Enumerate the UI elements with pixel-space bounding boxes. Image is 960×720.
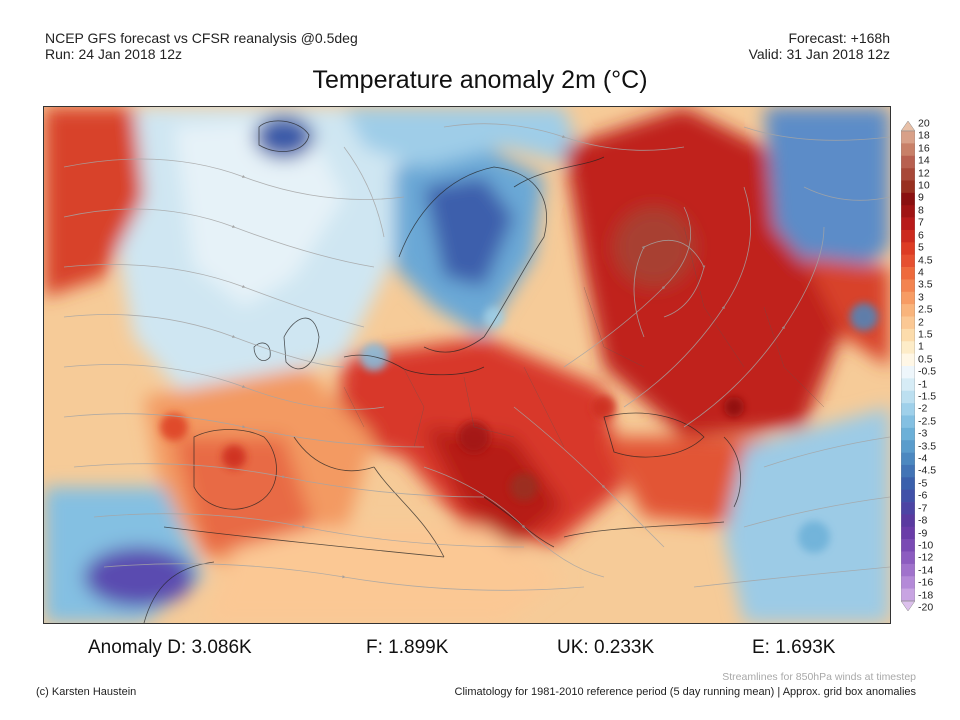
colorbar-label: 1 — [918, 340, 924, 353]
colorbar-swatch — [901, 477, 915, 490]
colorbar-label: -2.5 — [918, 415, 937, 428]
valid-date: Valid: 31 Jan 2018 12z — [748, 46, 890, 62]
colorbar-swatch — [901, 328, 915, 342]
colorbar-label: -9 — [918, 527, 928, 540]
colorbar-label: -7 — [918, 502, 928, 515]
anomaly-map — [43, 106, 891, 624]
colorbar-label: 3.5 — [918, 278, 933, 291]
colorbar-label: 7 — [918, 216, 924, 229]
colorbar-label: -1.5 — [918, 390, 937, 403]
colorbar-swatch — [901, 378, 915, 392]
colorbar-swatch — [901, 131, 915, 144]
colorbar-label: 4 — [918, 266, 924, 279]
climatology-note: Climatology for 1981-2010 reference peri… — [454, 686, 916, 698]
colorbar-swatch — [901, 217, 915, 231]
map-title: Temperature anomaly 2m (°C) — [312, 66, 648, 94]
model-run-title: NCEP GFS forecast vs CFSR reanalysis @0.… — [45, 30, 358, 46]
colorbar-swatch — [901, 576, 915, 589]
colorbar-label: 18 — [918, 129, 930, 142]
colorbar-swatch — [901, 229, 915, 243]
colorbar-label: -16 — [918, 576, 934, 589]
colorbar-swatch — [901, 366, 915, 379]
streamlines-note: Streamlines for 850hPa winds at timestep — [722, 671, 916, 683]
colorbar-bottom-arrow — [901, 600, 915, 611]
colorbar-label: 0.5 — [918, 353, 933, 366]
forecast-hour: Forecast: +168h — [788, 30, 890, 46]
colorbar-swatch — [901, 415, 915, 429]
colorbar-swatch — [901, 440, 915, 453]
credit: (c) Karsten Haustein — [36, 686, 137, 698]
colorbar-label: 1.5 — [918, 328, 933, 341]
colorbar-swatch — [901, 390, 915, 404]
colorbar-swatch — [901, 403, 915, 416]
colorbar-label: -8 — [918, 514, 928, 527]
colorbar-label: -6 — [918, 489, 928, 502]
colorbar-label: 2.5 — [918, 303, 933, 316]
anomaly-e: E: 1.693K — [752, 637, 836, 658]
colorbar-swatch — [901, 551, 915, 565]
colorbar-label: -12 — [918, 551, 934, 564]
colorbar-label: -14 — [918, 564, 934, 577]
colorbar-swatch — [901, 452, 915, 466]
colorbar-label: 20 — [918, 117, 930, 130]
colorbar-label: -20 — [918, 601, 934, 614]
colorbar-label: -3 — [918, 427, 928, 440]
colorbar-swatch — [901, 168, 915, 181]
colorbar-labels: 20 18 16 14 12 10 9 8 7 6 5 4.5 4 3.5 3 2.5 2 1.5 1 0.5 -0.5… — [918, 117, 958, 614]
colorbar-label: -10 — [918, 539, 934, 552]
colorbar-swatch — [901, 143, 915, 157]
colorbar-swatch — [901, 353, 915, 367]
colorbar-label: 12 — [918, 167, 930, 180]
colorbar-swatch — [901, 563, 915, 577]
colorbar-swatch — [901, 180, 915, 194]
colorbar-swatch — [901, 155, 915, 169]
colorbar-label: -4 — [918, 452, 928, 465]
colorbar-label: -4.5 — [918, 464, 937, 477]
colorbar-swatch — [901, 205, 915, 218]
colorbar-swatch — [901, 464, 915, 478]
colorbar-swatch — [901, 316, 915, 330]
colorbar-label: -1 — [918, 378, 928, 391]
colorbar-swatch — [901, 539, 915, 552]
anomaly-d: Anomaly D: 3.086K — [88, 637, 252, 658]
colorbar-label: 2 — [918, 316, 924, 329]
run-date: Run: 24 Jan 2018 12z — [45, 46, 182, 62]
colorbar-label: 6 — [918, 229, 924, 242]
colorbar-swatch — [901, 304, 915, 317]
colorbar-swatch — [901, 192, 915, 206]
colorbar-top-arrow — [901, 121, 915, 132]
colorbar-outline — [901, 130, 915, 602]
colorbar-label: 16 — [918, 142, 930, 155]
colorbar-swatch — [901, 489, 915, 503]
colorbar-swatch — [901, 291, 915, 305]
colorbar-label: -2 — [918, 402, 928, 415]
colorbar-label: 10 — [918, 179, 930, 192]
colorbar — [901, 121, 915, 611]
colorbar-swatch — [901, 341, 915, 354]
colorbar-label: 5 — [918, 241, 924, 254]
colorbar-swatch — [901, 588, 915, 602]
colorbar-label: -3.5 — [918, 440, 937, 453]
anomaly-f: F: 1.899K — [366, 637, 449, 658]
colorbar-label: 14 — [918, 154, 930, 167]
colorbar-label: 9 — [918, 191, 924, 204]
colorbar-swatch — [901, 427, 915, 441]
colorbar-swatch — [901, 526, 915, 540]
colorbar-swatch — [901, 254, 915, 268]
colorbar-label: -0.5 — [918, 365, 937, 378]
anomaly-map-graphic — [44, 107, 890, 623]
colorbar-swatch — [901, 242, 915, 255]
anomaly-uk: UK: 0.233K — [557, 637, 655, 658]
colorbar-label: 4.5 — [918, 254, 933, 266]
colorbar-label: 3 — [918, 291, 924, 304]
colorbar-swatch — [901, 514, 915, 528]
colorbar-label: -5 — [918, 477, 928, 490]
colorbar-label: 8 — [918, 204, 924, 217]
colorbar-swatch — [901, 267, 915, 280]
colorbar-label: -18 — [918, 589, 934, 602]
colorbar-swatch — [901, 279, 915, 293]
colorbar-swatch — [901, 502, 915, 515]
